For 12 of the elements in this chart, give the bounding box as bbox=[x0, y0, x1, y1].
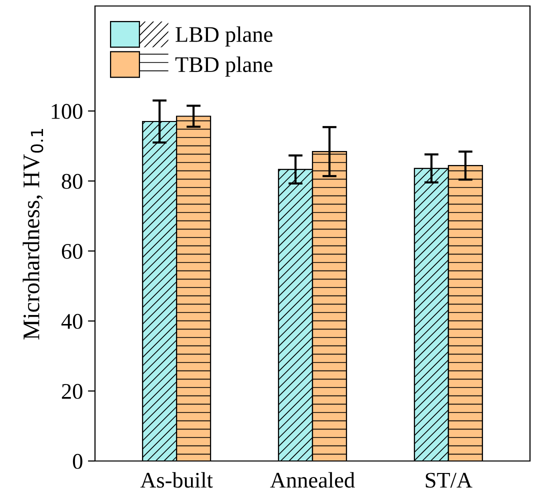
y-tick-label: 20 bbox=[62, 384, 82, 399]
y-axis-title: Microhardness, HV$_{0.1}$ bbox=[22, 129, 44, 340]
legend-label: LBD plane bbox=[176, 26, 272, 47]
y-tick-label: 40 bbox=[61, 314, 82, 329]
x-tick-label: ST/A bbox=[426, 472, 472, 488]
y-tick-label: 80 bbox=[62, 174, 82, 189]
y-tick-label: 100 bbox=[52, 104, 82, 119]
x-tick-label: As-built bbox=[140, 472, 213, 488]
legend-label: TBD plane bbox=[175, 56, 272, 77]
y-tick-label: 60 bbox=[62, 244, 82, 259]
x-tick-label: Annealed bbox=[270, 472, 355, 488]
y-tick-label: 0 bbox=[72, 454, 82, 469]
